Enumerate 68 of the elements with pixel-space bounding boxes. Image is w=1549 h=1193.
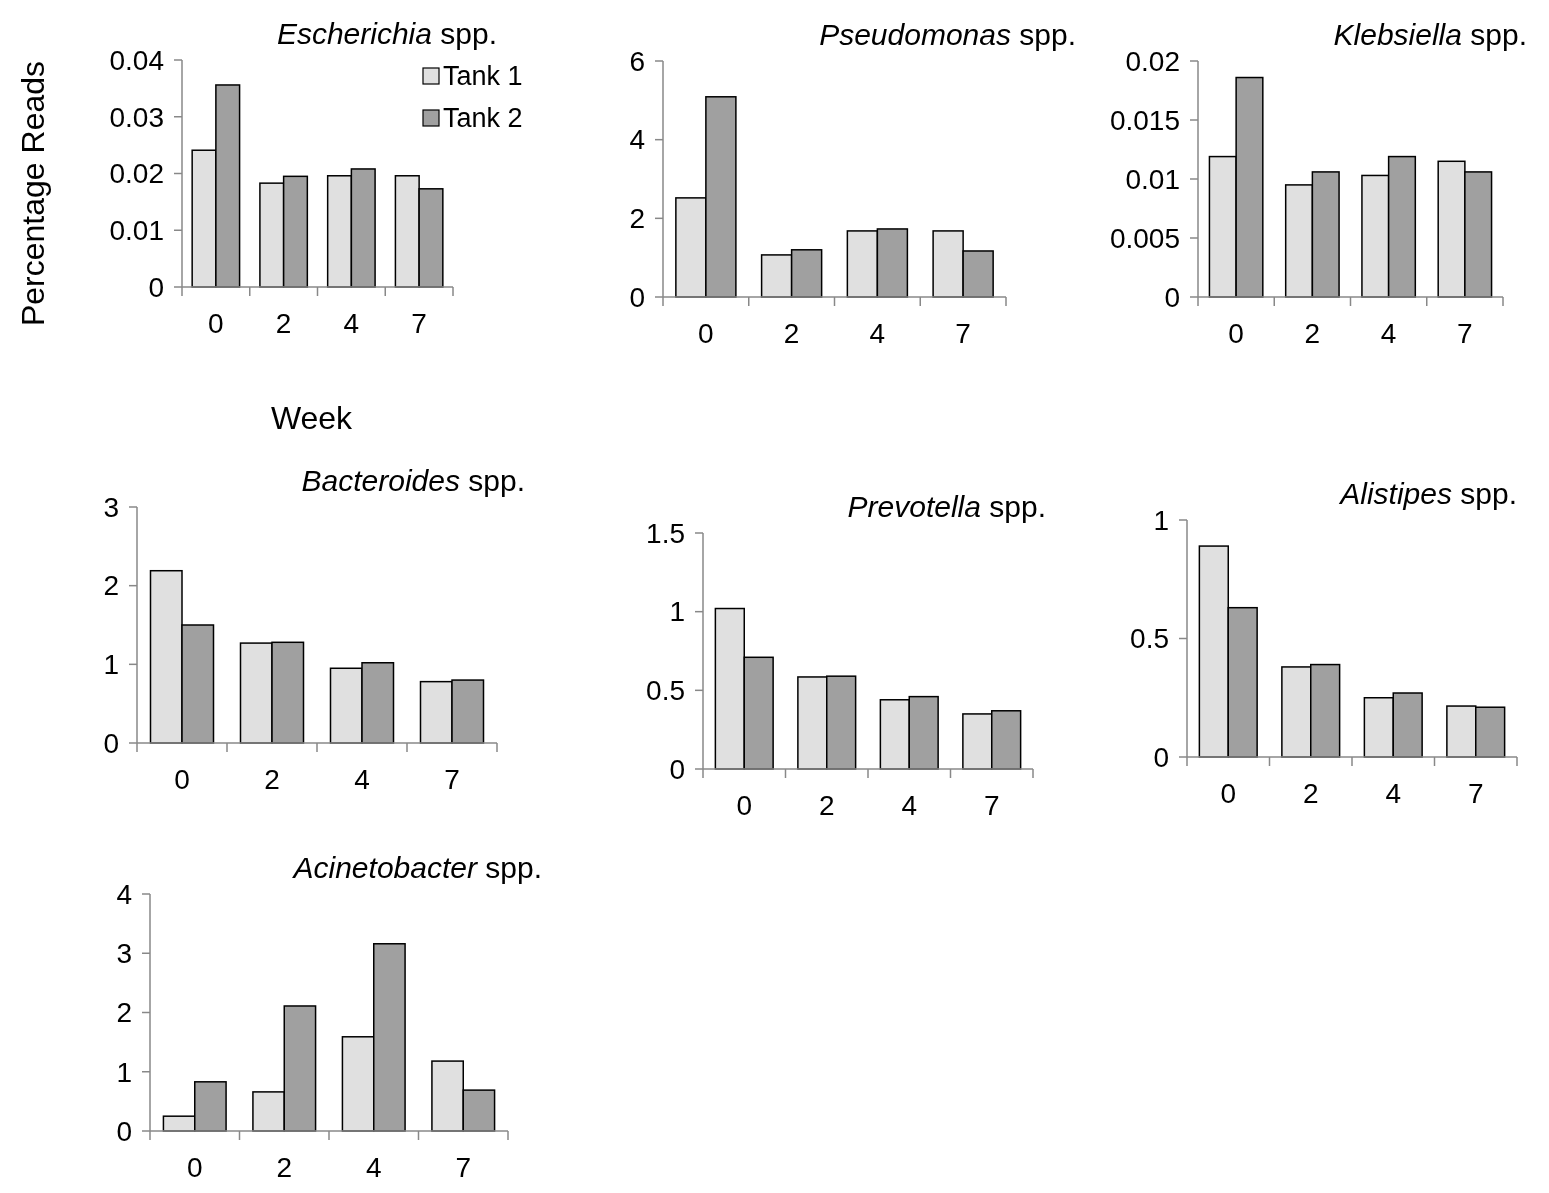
x-tick-label: 7 [411, 308, 427, 339]
y-tick-label: 0 [1164, 281, 1180, 313]
x-tick-label: 7 [455, 1152, 472, 1183]
chart-title: Alistipes spp. [1338, 477, 1517, 510]
x-tick-label: 0 [186, 1152, 203, 1183]
x-tick-label: 4 [1380, 318, 1397, 349]
x-tick-label: 2 [783, 318, 800, 349]
y-tick-label: 0.5 [646, 675, 685, 707]
chart-title: Bacteroides spp. [301, 464, 525, 497]
x-tick-label: 2 [1302, 778, 1319, 809]
y-tick-label: 0 [1153, 741, 1169, 773]
y-tick-label: 2 [116, 997, 132, 1029]
x-tick-label: 2 [1304, 318, 1321, 349]
y-tick-label: 1.5 [646, 517, 685, 549]
x-tick-label: 7 [1467, 778, 1484, 809]
y-tick-label: 1 [103, 649, 119, 681]
x-tick-label: 4 [365, 1152, 382, 1183]
y-tick-label: 2 [103, 570, 119, 602]
y-tick-label: 0.01 [109, 215, 164, 247]
y-tick-label: 1 [1153, 504, 1169, 536]
x-tick-label: 7 [444, 764, 460, 795]
y-tick-label: 6 [629, 45, 645, 77]
y-tick-label: 4 [116, 878, 132, 910]
y-tick-label: 0.015 [1109, 104, 1180, 136]
x-tick-label: 7 [983, 790, 1000, 821]
legend-label: Tank 2 [443, 103, 523, 134]
x-tick-label: 2 [276, 1152, 293, 1183]
y-tick-label: 0.04 [109, 44, 164, 76]
y-tick-label: 0.03 [109, 101, 164, 133]
x-tick-label: 4 [901, 790, 918, 821]
legend-label: Tank 1 [443, 61, 523, 92]
y-tick-label: 1 [669, 596, 685, 628]
y-tick-label: 2 [629, 203, 645, 235]
y-tick-label: 0 [148, 271, 164, 303]
x-axis-title: Week [270, 400, 354, 436]
x-tick-label: 2 [818, 790, 835, 821]
y-tick-label: 1 [116, 1056, 132, 1088]
x-tick-label: 4 [1385, 778, 1402, 809]
x-tick-label: 2 [275, 308, 292, 339]
y-tick-label: 0 [116, 1115, 132, 1147]
chart-title: Klebsiella spp. [1333, 18, 1527, 51]
x-tick-label: 0 [736, 790, 753, 821]
x-tick-label: 0 [174, 764, 190, 795]
y-tick-label: 3 [116, 938, 132, 970]
chart-title: Acinetobacter spp. [291, 851, 542, 884]
x-tick-label: 0 [698, 318, 714, 349]
x-tick-label: 7 [1457, 318, 1473, 349]
y-tick-label: 0.5 [1130, 623, 1169, 655]
x-tick-label: 0 [1228, 318, 1244, 349]
y-tick-label: 0 [629, 281, 645, 313]
y-tick-label: 0.01 [1125, 163, 1180, 195]
y-tick-label: 0.02 [109, 158, 164, 190]
y-tick-label: 0.005 [1109, 222, 1180, 254]
x-tick-label: 7 [955, 318, 971, 349]
y-axis-title: Percentage Reads [15, 60, 51, 327]
x-tick-label: 2 [264, 764, 280, 795]
chart-title: Pseudomonas spp. [819, 18, 1076, 51]
x-tick-label: 0 [1220, 778, 1237, 809]
chart-title: Prevotella spp. [847, 490, 1046, 523]
x-tick-label: 4 [869, 318, 886, 349]
y-tick-label: 0.02 [1125, 45, 1180, 77]
y-tick-label: 0 [103, 727, 119, 759]
x-tick-label: 0 [208, 308, 224, 339]
x-tick-label: 4 [343, 308, 360, 339]
x-tick-label: 4 [354, 764, 370, 795]
y-tick-label: 3 [103, 491, 119, 523]
y-tick-label: 4 [629, 124, 645, 156]
chart-title: Escherichia spp. [276, 17, 497, 50]
